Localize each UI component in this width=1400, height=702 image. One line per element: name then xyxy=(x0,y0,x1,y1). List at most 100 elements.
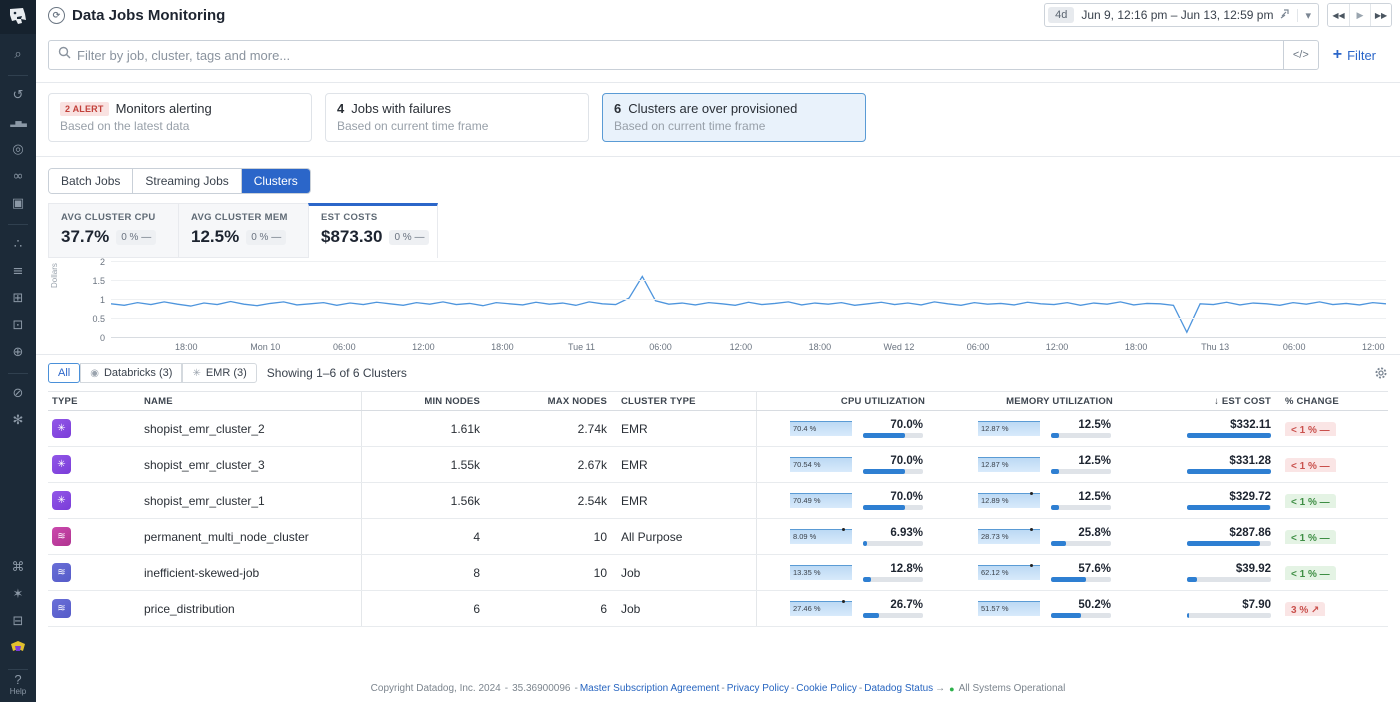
synthetics-icon[interactable]: ⊕ xyxy=(12,345,24,360)
tab-clusters[interactable]: Clusters xyxy=(240,169,310,193)
link-cookie-policy[interactable]: Cookie Policy xyxy=(796,683,857,694)
table-body: ✳ shopist_emr_cluster_2 1.61k 2.74k EMR … xyxy=(48,411,1388,627)
memory-bar xyxy=(1051,469,1111,474)
cluster-name[interactable]: shopist_emr_cluster_3 xyxy=(140,447,362,482)
alert-card-overprovisioned[interactable]: 6 Clusters are over provisioned Based on … xyxy=(602,93,866,142)
chart-plot-area[interactable]: 0 0.5 1 1.5 2 xyxy=(92,257,1386,343)
memory-utilization-cell: 51.57 % 50.2% xyxy=(935,591,1123,626)
memory-bar xyxy=(1051,613,1111,618)
col-min-nodes[interactable]: MIN NODES xyxy=(424,395,480,407)
gear-icon[interactable] xyxy=(1374,366,1388,380)
time-range-text[interactable]: Jun 9, 12:16 pm – Jun 13, 12:59 pm xyxy=(1081,8,1274,22)
change-cell: < 1 % — xyxy=(1281,529,1388,544)
watchdog-icon[interactable]: ∞ xyxy=(12,169,24,184)
play-button[interactable]: ▶ xyxy=(1349,4,1370,26)
cpu-bar xyxy=(863,541,923,546)
range-shortcut-badge[interactable]: 4d xyxy=(1048,7,1075,23)
sidebar: ⌕ ↺ ▂▅▃ ◎ ∞ ▣ ∴ ≡ ⊞ ⊡ ⊕ ⊘ ✻ ⌘ ✶ ⊟ ? xyxy=(0,0,36,702)
chip-all[interactable]: All xyxy=(48,363,81,383)
pin-icon[interactable] xyxy=(1273,8,1297,22)
cpu-utilization-cell: 13.35 % 12.8% xyxy=(757,555,935,590)
workspaces-icon[interactable]: ⊟ xyxy=(12,614,24,629)
mascot-icon[interactable] xyxy=(6,640,30,658)
tab-streaming-jobs[interactable]: Streaming Jobs xyxy=(132,169,241,193)
table-row[interactable]: ≋ inefficient-skewed-job 8 10 Job 13.35 … xyxy=(48,555,1388,591)
cost-timeseries-chart[interactable]: Dollars 0 0.5 1 1.5 2 18:00 Mon 10 06:00 12:00 1… xyxy=(48,257,1388,354)
logs-icon[interactable]: ≡ xyxy=(12,264,24,279)
apm-icon[interactable]: ◎ xyxy=(12,142,24,157)
search-icon[interactable]: ⌕ xyxy=(14,47,22,62)
chip-databricks[interactable]: ◉ Databricks (3) xyxy=(80,363,183,383)
infrastructure-icon[interactable]: ▣ xyxy=(11,196,25,211)
table-row[interactable]: ≋ price_distribution 6 6 Job 27.46 % 26.… xyxy=(48,591,1388,627)
est-cost-cell: $329.72 xyxy=(1123,491,1281,510)
cluster-name[interactable]: permanent_multi_node_cluster xyxy=(140,519,362,554)
cluster-name[interactable]: inefficient-skewed-job xyxy=(140,555,362,590)
cluster-name[interactable]: shopist_emr_cluster_2 xyxy=(140,411,362,446)
chevron-down-icon[interactable]: ▾ xyxy=(1297,8,1318,22)
build-number: 35.36900096 xyxy=(512,683,571,694)
page-footer: Copyright Datadog, Inc. 2024 -35.3690009… xyxy=(370,683,1066,694)
help-button[interactable]: ? Help xyxy=(10,672,26,702)
service-map-icon[interactable]: ∴ xyxy=(13,237,23,252)
est-cost-cell: $331.28 xyxy=(1123,455,1281,474)
est-cost-value: $332.11 xyxy=(1230,419,1271,431)
top-bar: ⟳ Data Jobs Monitoring 4d Jun 9, 12:16 p… xyxy=(36,0,1400,30)
col-cluster-type[interactable]: CLUSTER TYPE xyxy=(617,392,757,410)
cpu-value: 12.8% xyxy=(890,563,923,575)
cluster-type-value: EMR xyxy=(617,483,757,518)
integrations-icon[interactable]: ⌘ xyxy=(11,560,25,575)
col-est-cost-sorted[interactable]: ↓ EST COST xyxy=(1214,395,1271,407)
alert-title: Jobs with failures xyxy=(351,101,451,116)
memory-sparkline: 28.73 % xyxy=(978,527,1040,544)
rewind-button[interactable]: ◀◀ xyxy=(1328,4,1349,26)
link-datadog-status[interactable]: Datadog Status xyxy=(864,683,934,694)
datadog-logo[interactable] xyxy=(0,0,36,34)
alert-card-monitors[interactable]: 2 ALERT Monitors alerting Based on the la… xyxy=(48,93,312,142)
metric-avg-cluster-mem[interactable]: AVG CLUSTER MEM 12.5% 0 % — xyxy=(178,203,308,258)
alert-card-job-failures[interactable]: 4 Jobs with failures Based on current tim… xyxy=(325,93,589,142)
col-type[interactable]: TYPE xyxy=(52,395,78,407)
cluster-name[interactable]: shopist_emr_cluster_1 xyxy=(140,483,362,518)
chip-emr[interactable]: ✳ EMR (3) xyxy=(182,363,257,383)
metric-est-costs[interactable]: EST COSTS $873.30 0 % — xyxy=(308,203,438,258)
dashboards-icon[interactable]: ⊞ xyxy=(12,291,24,306)
col-name[interactable]: NAME xyxy=(140,392,362,410)
cluster-name[interactable]: price_distribution xyxy=(140,591,362,626)
metric-avg-cluster-cpu[interactable]: AVG CLUSTER CPU 37.7% 0 % — xyxy=(48,203,178,258)
table-row[interactable]: ✳ shopist_emr_cluster_1 1.56k 2.54k EMR … xyxy=(48,483,1388,519)
bits-ai-icon[interactable]: ✶ xyxy=(12,587,24,602)
cluster-type-icon: ✳ xyxy=(52,455,71,474)
sidebar-divider xyxy=(8,224,28,225)
col-memory-utilization[interactable]: MEMORY UTILIZATION xyxy=(1006,395,1113,407)
ci-icon[interactable]: ⊡ xyxy=(12,318,24,333)
monitors-icon[interactable]: ⊘ xyxy=(12,386,24,401)
sidebar-divider xyxy=(8,75,28,76)
filter-search-input[interactable] xyxy=(77,47,1283,63)
link-privacy-policy[interactable]: Privacy Policy xyxy=(726,683,789,694)
col-max-nodes[interactable]: MAX NODES xyxy=(547,395,607,407)
history-icon[interactable]: ↺ xyxy=(12,88,24,103)
cost-bar xyxy=(1187,577,1271,582)
max-nodes-value: 2.67k xyxy=(577,457,607,472)
tab-batch-jobs[interactable]: Batch Jobs xyxy=(49,169,133,193)
table-row[interactable]: ✳ shopist_emr_cluster_3 1.55k 2.67k EMR … xyxy=(48,447,1388,483)
metric-label: EST COSTS xyxy=(321,212,378,223)
metrics-icon[interactable]: ▂▅▃ xyxy=(10,118,26,127)
alert-subtitle: Based on current time frame xyxy=(337,119,489,133)
cost-bar xyxy=(1187,433,1271,438)
time-range-picker[interactable]: 4d Jun 9, 12:16 pm – Jun 13, 12:59 pm ▾ xyxy=(1044,3,1319,27)
security-icon[interactable]: ✻ xyxy=(12,413,24,428)
code-mode-toggle[interactable]: </> xyxy=(1282,41,1318,69)
memory-sparkline: 12.87 % xyxy=(978,457,1040,472)
memory-sparkline: 12.87 % xyxy=(978,421,1040,436)
link-master-subscription[interactable]: Master Subscription Agreement xyxy=(579,683,720,694)
change-cell: < 1 % — xyxy=(1281,457,1388,472)
col-cpu-utilization[interactable]: CPU UTILIZATION xyxy=(840,395,925,407)
table-row[interactable]: ✳ shopist_emr_cluster_2 1.61k 2.74k EMR … xyxy=(48,411,1388,447)
col-percent-change[interactable]: % CHANGE xyxy=(1285,395,1339,407)
table-row[interactable]: ≋ permanent_multi_node_cluster 4 10 All … xyxy=(48,519,1388,555)
alert-title: Monitors alerting xyxy=(115,101,212,116)
add-filter-button[interactable]: + Filter xyxy=(1332,46,1376,63)
forward-button[interactable]: ▶▶ xyxy=(1370,4,1391,26)
